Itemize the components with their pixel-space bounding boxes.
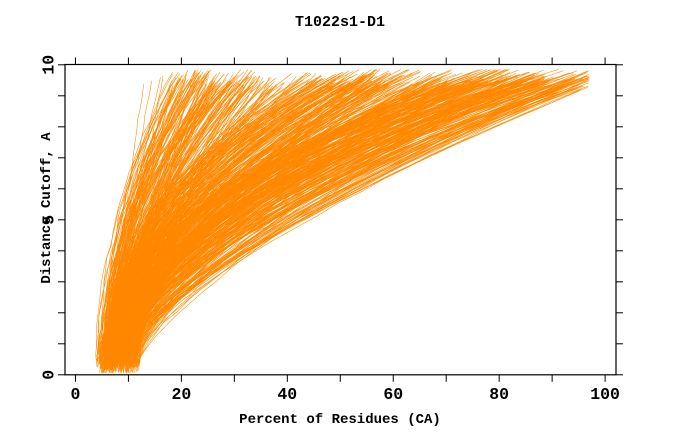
svg-text:80: 80 — [489, 385, 509, 404]
svg-text:20: 20 — [171, 385, 191, 404]
svg-text:60: 60 — [383, 385, 403, 404]
svg-text:0: 0 — [70, 385, 80, 404]
svg-text:100: 100 — [590, 385, 620, 404]
svg-text:40: 40 — [277, 385, 297, 404]
svg-text:0: 0 — [39, 370, 58, 380]
